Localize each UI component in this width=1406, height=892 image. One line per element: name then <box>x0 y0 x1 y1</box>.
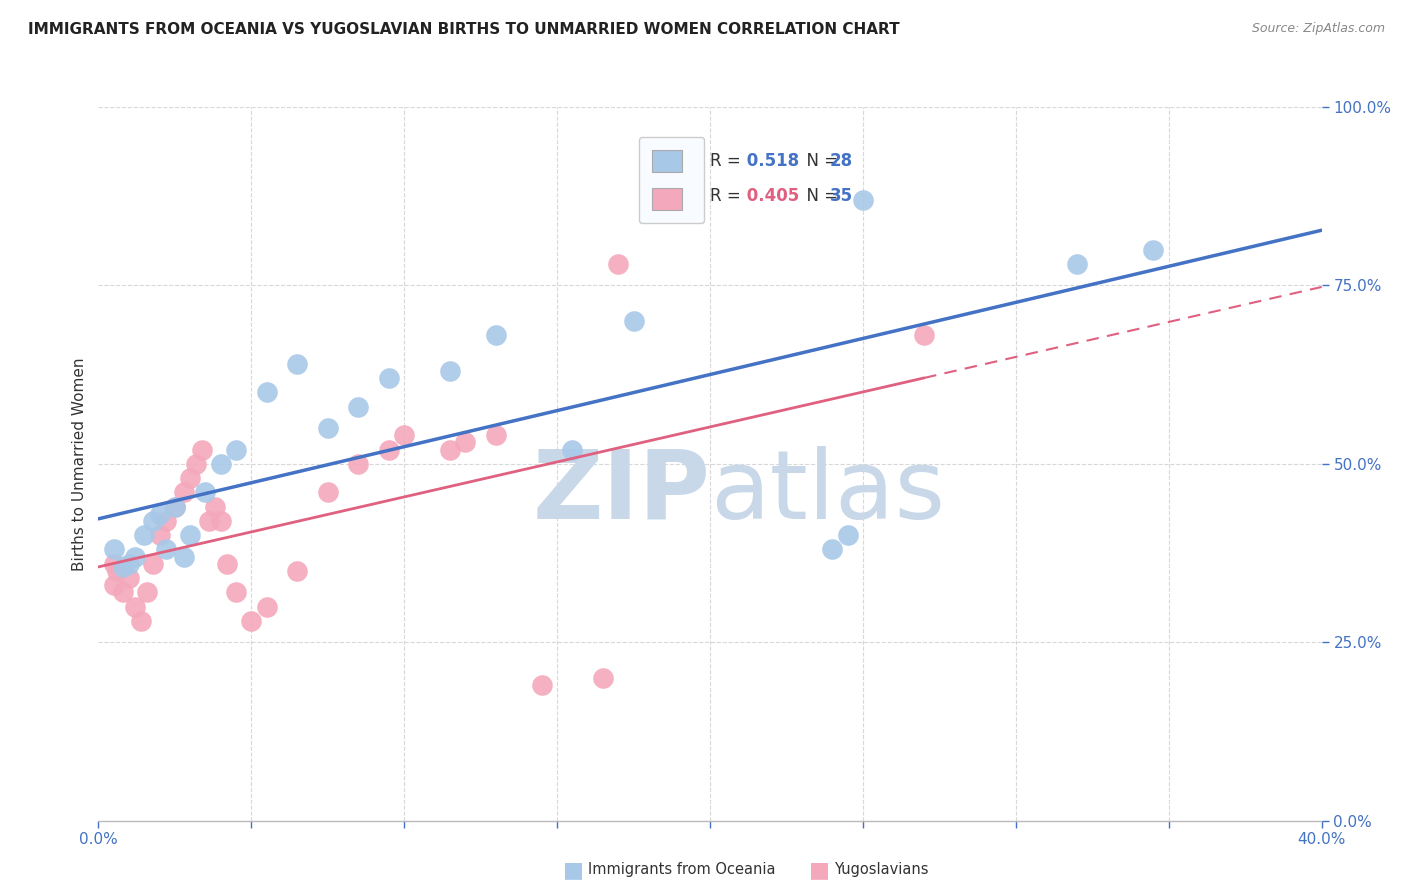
Text: atlas: atlas <box>710 446 945 539</box>
Point <box>103 578 125 592</box>
Point <box>256 599 278 614</box>
Point <box>163 500 186 514</box>
Text: N =: N = <box>796 187 844 205</box>
Point <box>142 514 165 528</box>
Text: N =: N = <box>796 152 844 169</box>
Point <box>439 442 461 457</box>
Point <box>129 614 152 628</box>
Point <box>378 442 401 457</box>
Point <box>142 557 165 571</box>
Y-axis label: Births to Unmarried Women: Births to Unmarried Women <box>72 357 87 571</box>
Point <box>256 385 278 400</box>
Point <box>124 599 146 614</box>
Text: ■: ■ <box>562 860 583 880</box>
Point <box>592 671 614 685</box>
Point <box>392 428 416 442</box>
Point <box>215 557 238 571</box>
Point <box>912 328 935 343</box>
Point <box>163 500 186 514</box>
Text: Immigrants from Oceania: Immigrants from Oceania <box>588 863 775 877</box>
Point <box>149 507 172 521</box>
Point <box>209 514 232 528</box>
Point <box>118 571 141 585</box>
Text: 0.518: 0.518 <box>741 152 799 169</box>
Text: 28: 28 <box>830 152 853 169</box>
Point <box>240 614 263 628</box>
Point <box>155 514 177 528</box>
Point <box>1142 243 1164 257</box>
Text: IMMIGRANTS FROM OCEANIA VS YUGOSLAVIAN BIRTHS TO UNMARRIED WOMEN CORRELATION CHA: IMMIGRANTS FROM OCEANIA VS YUGOSLAVIAN B… <box>28 22 900 37</box>
Text: ZIP: ZIP <box>531 446 710 539</box>
Point <box>204 500 226 514</box>
Point <box>607 257 630 271</box>
Text: R =: R = <box>710 187 747 205</box>
Point <box>285 564 308 578</box>
Text: Source: ZipAtlas.com: Source: ZipAtlas.com <box>1251 22 1385 36</box>
Point <box>134 528 156 542</box>
Point <box>105 564 128 578</box>
Point <box>173 549 195 564</box>
Text: ■: ■ <box>808 860 830 880</box>
Point <box>179 471 201 485</box>
Point <box>454 435 477 450</box>
Point <box>530 678 553 692</box>
Point <box>173 485 195 500</box>
Point <box>124 549 146 564</box>
Point <box>111 560 134 574</box>
Point <box>225 585 247 599</box>
Text: 0.405: 0.405 <box>741 187 799 205</box>
Text: Yugoslavians: Yugoslavians <box>834 863 928 877</box>
Point <box>623 314 645 328</box>
Point <box>378 371 401 385</box>
Legend: , : , <box>638 136 704 223</box>
Text: 35: 35 <box>830 187 853 205</box>
Point <box>155 542 177 557</box>
Point <box>118 557 141 571</box>
Point <box>194 485 217 500</box>
Point <box>347 400 370 414</box>
Point <box>821 542 844 557</box>
Point <box>439 364 461 378</box>
Point <box>316 485 339 500</box>
Text: R =: R = <box>710 152 747 169</box>
Point <box>561 442 583 457</box>
Point <box>186 457 208 471</box>
Point <box>485 328 508 343</box>
Point <box>837 528 859 542</box>
Point <box>149 528 172 542</box>
Point <box>225 442 247 457</box>
Point <box>111 585 134 599</box>
Point <box>485 428 508 442</box>
Point <box>347 457 370 471</box>
Point <box>103 542 125 557</box>
Point <box>852 193 875 207</box>
Point <box>209 457 232 471</box>
Point <box>197 514 219 528</box>
Point <box>136 585 159 599</box>
Point <box>1066 257 1088 271</box>
Point <box>103 557 125 571</box>
Point <box>191 442 214 457</box>
Point <box>316 421 339 435</box>
Point <box>179 528 201 542</box>
Point <box>285 357 308 371</box>
